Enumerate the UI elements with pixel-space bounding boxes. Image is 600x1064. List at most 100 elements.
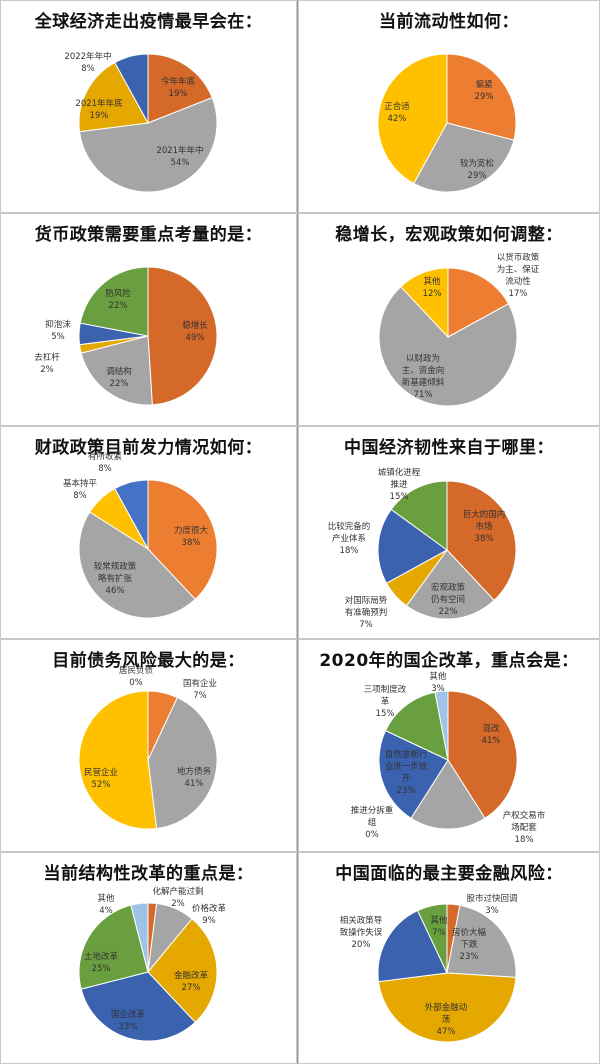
pie-slice [147, 53, 213, 124]
pie-chart [78, 479, 218, 619]
slice-label: 城镇化进程 推进 15% [377, 468, 421, 502]
slice-label: 力度很大 38% [173, 526, 209, 548]
slice-label: 稳增长 49% [182, 321, 208, 343]
slice-label: 巨大的国内 市场 38% [462, 510, 506, 544]
pie-slice [130, 902, 149, 973]
chart-title: 中国经济韧性来自于哪里： [344, 438, 554, 458]
pie-slice [147, 479, 218, 601]
slice-label: 其他 4% [97, 894, 115, 916]
pie-slice [390, 480, 448, 551]
pie-slice [377, 972, 517, 1043]
pie-chart [377, 480, 517, 620]
column-divider [296, 0, 298, 1064]
pie-slice [114, 53, 149, 124]
pie-slice [147, 918, 218, 1024]
slice-label: 三项制度改 革 15% [363, 685, 407, 719]
slice-label: 以货币政策 为主、保证 流动性 17% [496, 253, 540, 299]
pie-slice [384, 691, 449, 761]
pie-slice [78, 61, 149, 133]
pie-slice [80, 971, 196, 1042]
slice-label: 基本持平 8% [62, 479, 98, 501]
slice-label: 房价大幅 下跌 23% [451, 928, 487, 962]
slice-label: 民营企业 52% [83, 768, 119, 790]
slice-label: 股市过快回调 3% [466, 894, 518, 916]
slice-label: 对国际局势 有准确预判 7% [344, 596, 388, 630]
pie-chart [78, 53, 218, 193]
pie-slice [377, 53, 448, 185]
slice-label: 以财政为 主、资金向 新基建倾斜 71% [401, 354, 445, 400]
chart-title: 目前债务风险最大的是： [52, 651, 245, 671]
slice-label: 地方债务 41% [176, 767, 212, 789]
slice-label: 调结构 22% [106, 367, 132, 389]
slice-label: 防风险 22% [105, 289, 131, 311]
chart-title: 当前结构性改革的重点是： [43, 864, 254, 884]
slice-label: 相关政策导 致操作失误 20% [339, 916, 383, 950]
slice-label: 产权交易市 场配套 18% [502, 811, 546, 845]
chart-title: 财政政策目前发力情况如何： [34, 438, 263, 458]
slice-label: 土地改革 25% [83, 952, 119, 974]
slice-label: 较常规政策 略有扩张 46% [93, 562, 137, 596]
pie-slice [377, 909, 448, 983]
slice-label: 2021年年底 19% [75, 99, 123, 121]
slice-label: 2021年年中 54% [156, 146, 204, 168]
pie-slice [79, 266, 149, 337]
chart-title: 2020年的国企改革，重点会是： [319, 651, 579, 671]
pie-slice [80, 335, 153, 406]
pie-slice [446, 480, 517, 602]
slice-label: 偏紧 29% [474, 80, 494, 102]
slice-label: 宏观政策 仍有空间 22% [430, 583, 466, 617]
slice-label: 外部金融动 荡 47% [424, 1003, 468, 1037]
slice-label: 国有企业 7% [182, 679, 218, 701]
slice-label: 其他 7% [430, 916, 448, 938]
slice-label: 化解产能过剩 2% [152, 887, 204, 909]
slice-label: 今年年底 19% [160, 77, 196, 99]
slice-label: 金融改革 27% [173, 971, 209, 993]
pie-chart [377, 903, 517, 1043]
slice-label: 有所收紧 8% [87, 452, 123, 474]
chart-title: 稳增长，宏观政策如何调整： [335, 225, 563, 245]
pie-slice [78, 96, 218, 193]
pie-slice [446, 904, 517, 978]
pie-slice [78, 511, 196, 619]
chart-title: 中国面临的最主要金融风险： [335, 864, 563, 884]
chart-title: 货币政策需要重点考量的是： [34, 225, 263, 245]
slice-label: 居民负债 0% [118, 666, 154, 688]
pie-slice [400, 267, 449, 339]
slice-label: 比较完备的 产业体系 18% [327, 522, 371, 556]
slice-label: 自然垄断行 业进一步放 开 23% [384, 750, 428, 796]
pie-slice [147, 696, 218, 830]
slice-label: 混改 41% [481, 724, 501, 746]
pie-slice [78, 904, 149, 990]
pie-slice [378, 285, 518, 407]
pie-slice [78, 690, 158, 830]
pie-slice [378, 729, 449, 819]
pie-slice [446, 53, 517, 141]
pie-chart [78, 266, 218, 406]
pie-chart [78, 690, 218, 830]
pie-slice [114, 479, 149, 550]
pie-slice [413, 122, 515, 193]
pie-chart [378, 267, 518, 407]
pie-slice [377, 508, 448, 584]
pie-slice [410, 759, 486, 830]
pie-chart [378, 690, 518, 830]
pie-slice [416, 903, 448, 974]
pie-slice [147, 266, 218, 406]
slice-label: 其他 12% [422, 277, 442, 299]
slice-label: 其他 3% [429, 672, 447, 694]
slice-label: 抑泡沫 5% [45, 320, 71, 342]
pie-chart [78, 902, 218, 1042]
pie-slice [447, 267, 510, 338]
slice-label: 价格改革 9% [191, 904, 227, 926]
slice-label: 较为宽松 29% [459, 159, 495, 181]
chart-title: 当前流动性如何： [379, 12, 519, 32]
slice-label: 2022年年中 8% [64, 52, 112, 74]
slice-label: 去杠杆 2% [34, 353, 60, 375]
pie-chart [377, 53, 517, 193]
pie-slice [405, 549, 495, 620]
chart-title: 全球经济走出疫情最早会在： [34, 12, 263, 32]
slice-label: 国企改革 33% [110, 1010, 146, 1032]
pie-slice [434, 690, 449, 761]
slice-label: 正合适 42% [384, 102, 410, 124]
